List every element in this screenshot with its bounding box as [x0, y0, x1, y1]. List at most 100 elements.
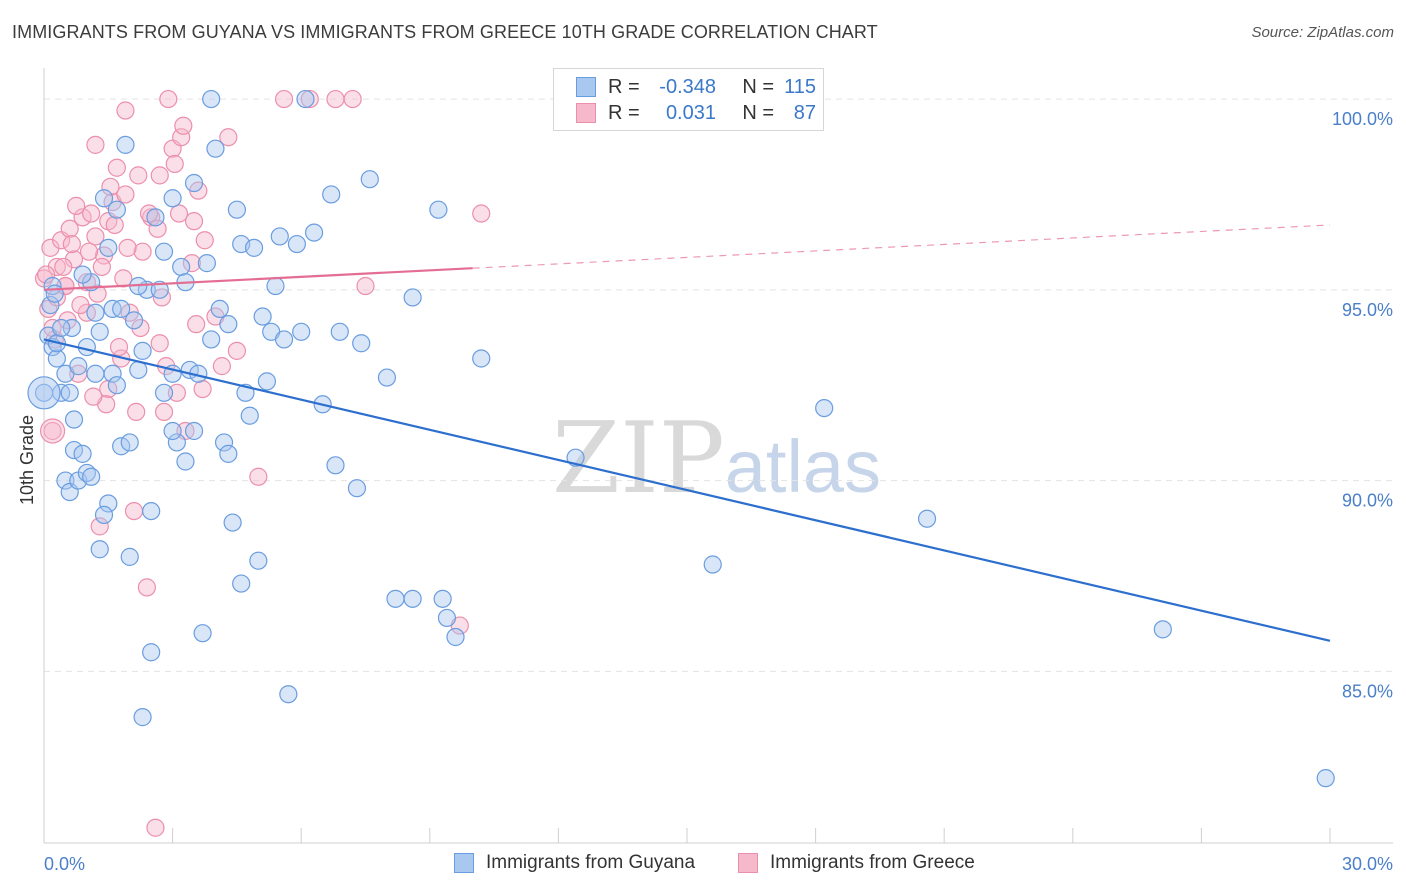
point-guyana	[347, 479, 367, 498]
point-guyana	[227, 200, 246, 219]
point-greece	[165, 154, 184, 174]
point-greece	[195, 231, 214, 250]
point-greece	[82, 204, 101, 223]
point-guyana	[142, 501, 161, 521]
x-tick-label: 30.0%	[1342, 854, 1393, 874]
legend-row-greece: R = 0.031 N = 87	[576, 100, 816, 126]
legend-item-guyana[interactable]: Immigrants from Guyana	[454, 852, 695, 874]
point-guyana	[99, 238, 118, 257]
point-guyana	[703, 555, 722, 574]
point-guyana	[133, 341, 152, 360]
point-guyana	[62, 318, 81, 338]
axes	[43, 68, 1393, 844]
point-guyana	[214, 433, 234, 452]
point-guyana	[210, 299, 229, 318]
trend-line-guyana	[43, 338, 1331, 642]
point-guyana	[133, 708, 152, 727]
point-guyana	[240, 406, 259, 425]
series-legend: Immigrants from Guyana Immigrants from G…	[0, 852, 1406, 876]
point-guyana	[154, 242, 174, 261]
point-greece	[343, 89, 362, 109]
legend-r-value: -0.348	[659, 75, 716, 98]
point-greece	[71, 295, 90, 315]
point-guyana	[163, 421, 182, 441]
point-greece	[148, 219, 167, 238]
point-guyana	[232, 574, 251, 593]
point-guyana	[377, 368, 397, 387]
point-guyana	[64, 410, 84, 429]
correlation-legend: R = -0.348 N = 115 R = 0.031 N = 87	[553, 68, 824, 131]
point-guyana	[1316, 769, 1335, 788]
point-guyana	[142, 643, 161, 662]
point-guyana	[206, 139, 225, 158]
point-guyana	[287, 234, 307, 254]
point-guyana	[56, 471, 75, 490]
point-guyana	[82, 467, 101, 486]
point-guyana	[184, 421, 204, 441]
point-guyana	[815, 398, 834, 418]
point-greece	[79, 242, 99, 261]
point-greece	[124, 501, 144, 521]
point-guyana	[202, 330, 221, 349]
point-guyana	[90, 322, 109, 341]
point-guyana	[219, 444, 238, 463]
point-guyana	[352, 334, 371, 353]
legend-n-label: N =	[742, 101, 774, 124]
legend-swatch-greece	[738, 853, 758, 873]
point-greece-cluster	[39, 418, 66, 444]
point-greece	[67, 196, 86, 215]
point-greece	[187, 315, 206, 334]
legend-n-label: N =	[742, 75, 774, 98]
point-guyana	[60, 383, 79, 402]
point-greece	[62, 234, 81, 254]
point-guyana	[193, 624, 212, 643]
point-guyana	[403, 589, 422, 608]
point-guyana	[52, 318, 71, 338]
point-greece	[137, 578, 156, 597]
point-guyana	[120, 547, 139, 566]
point-greece	[472, 204, 491, 223]
point-guyana	[223, 513, 242, 532]
point-guyana	[73, 444, 92, 463]
point-guyana	[116, 135, 135, 154]
point-guyana	[257, 372, 277, 391]
point-guyana	[112, 299, 131, 318]
point-guyana	[154, 383, 174, 402]
point-greece	[109, 337, 129, 357]
point-guyana	[90, 540, 109, 559]
point-greece	[107, 158, 126, 177]
point-greece	[86, 135, 105, 154]
point-greece	[88, 284, 107, 303]
point-guyana	[94, 505, 114, 525]
series-guyana-points	[27, 89, 1335, 788]
legend-swatch-greece	[576, 103, 596, 123]
point-guyana	[184, 173, 204, 193]
point-guyana	[150, 280, 169, 299]
watermark-atlas: atlas	[724, 425, 882, 508]
point-greece	[43, 421, 62, 441]
y-tick-label: 95.0%	[1342, 300, 1393, 320]
point-guyana	[69, 357, 88, 376]
point-guyana	[124, 311, 144, 330]
point-guyana	[172, 257, 191, 277]
legend-swatch-guyana	[454, 853, 474, 873]
point-greece	[60, 219, 79, 238]
point-greece	[73, 208, 92, 227]
point-greece	[154, 402, 174, 422]
point-greece	[84, 387, 103, 406]
point-guyana	[304, 223, 324, 242]
axis-labels: 85.0% 90.0% 95.0% 100.0% 0.0% 30.0% 10th Grade	[17, 109, 1393, 874]
legend-item-greece[interactable]: Immigrants from Greece	[738, 852, 975, 874]
point-greece	[182, 254, 201, 273]
point-guyana	[73, 265, 92, 284]
point-guyana	[326, 456, 345, 475]
point-guyana	[446, 627, 465, 647]
point-greece	[133, 242, 152, 261]
point-guyana	[167, 433, 186, 452]
point-greece	[184, 212, 204, 231]
point-guyana	[197, 254, 216, 273]
point-greece	[169, 204, 189, 223]
point-guyana	[296, 89, 315, 109]
point-guyana	[47, 349, 66, 368]
point-greece	[90, 517, 109, 536]
